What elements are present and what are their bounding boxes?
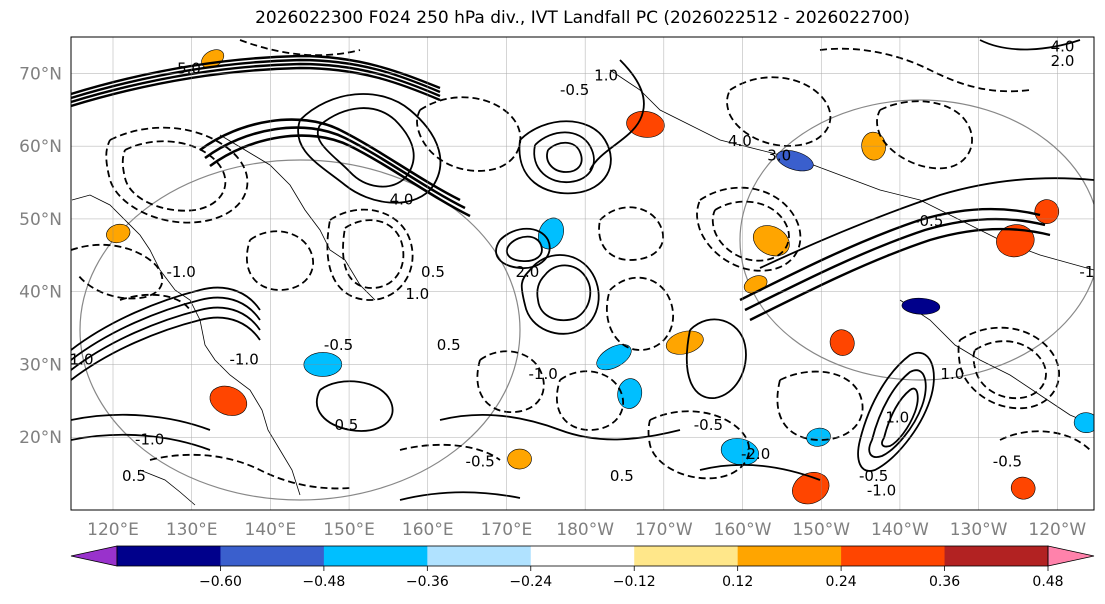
colorbar-tick-label: −0.48 [302, 574, 345, 590]
colorbar-tick-label: −0.24 [509, 574, 552, 590]
shaded-anomaly [829, 329, 855, 356]
shaded-anomaly [106, 223, 131, 244]
shaded-anomaly [1034, 199, 1060, 224]
lon-tick-label: 140°W [871, 520, 929, 540]
solid-contours [71, 39, 1094, 501]
divergence-shading [106, 49, 1094, 505]
contour-value-label: -0.5 [560, 81, 589, 99]
contour-value-label: 4.0 [1051, 38, 1075, 56]
lon-tick-label: 150°E [323, 520, 375, 540]
contour-value-label: 4.0 [728, 132, 752, 150]
colorbar-tick-label: 0.24 [826, 574, 857, 590]
contour-value-label: 0.5 [122, 467, 146, 485]
shaded-anomaly [596, 344, 632, 371]
colorbar-tick-label: −0.12 [613, 574, 656, 590]
lon-tick-label: 180°W [556, 520, 614, 540]
shaded-anomaly [1010, 476, 1036, 500]
colorbar-bin [117, 546, 221, 566]
lon-tick-label: 130°W [950, 520, 1008, 540]
contour-value-label: -0.5 [859, 467, 888, 485]
dashed-contours [71, 39, 1091, 490]
contour-value-label: -0.5 [694, 416, 723, 434]
contour-value-label: 2.0 [515, 263, 539, 281]
colorbar-extend-high [1047, 545, 1095, 567]
projection-rings [79, 99, 1094, 501]
lat-tick-label: 40°N [19, 283, 62, 303]
contour-value-label: -0.5 [324, 336, 353, 354]
longitude-labels: 120°E 130°E 140°E 150°E 160°E 170°E 180°W 170°W… [87, 520, 1086, 540]
colorbar: −0.60 −0.48 −0.36 −0.24 −0.12 0.12 0.24 0.36 0.4… [70, 545, 1095, 590]
colorbar-tick-label: 0.12 [722, 574, 753, 590]
shaded-anomaly [538, 217, 564, 250]
lat-tick-label: 20°N [19, 428, 62, 448]
colorbar-bin [841, 546, 946, 566]
lon-tick-label: 120°E [87, 520, 139, 540]
lon-tick-label: 150°W [792, 520, 850, 540]
contour-value-label: 0.5 [437, 336, 461, 354]
gridlines [71, 37, 1094, 510]
contour-value-label: 5.0 [177, 59, 201, 77]
lon-tick-label: 160°E [402, 520, 454, 540]
colorbar-extend-low [70, 545, 118, 567]
map-area: 5.0 4.0 4.0 3.0 1.0 -0.5 0.5 1.0 0.5 -0.5 2.0 0.5 -0… [64, 37, 1105, 510]
colorbar-tick-label: 0.36 [929, 574, 960, 590]
colorbar-bin [323, 546, 428, 566]
shaded-anomaly [752, 225, 790, 257]
lat-tick-label: 50°N [19, 210, 62, 230]
map-frame [70, 36, 1095, 511]
lon-tick-label: 170°W [635, 520, 693, 540]
contour-value-label: 3.0 [767, 147, 791, 165]
contour-value-label: -1.0 [229, 350, 258, 368]
lat-tick-label: 30°N [19, 355, 62, 375]
colorbar-tick-label: −0.60 [199, 574, 242, 590]
colorbar-bin [220, 546, 325, 566]
lat-tick-label: 60°N [19, 137, 62, 157]
contour-value-label: 1.0 [405, 285, 429, 303]
contour-value-label: -1.0 [867, 481, 896, 499]
shaded-anomaly [901, 297, 941, 315]
contour-value-label: 2.0 [1051, 52, 1075, 70]
contour-value-label: -1.0 [135, 431, 164, 449]
latitude-labels: 20°N 30°N 40°N 50°N 60°N 70°N [19, 64, 62, 448]
colorbar-bin [530, 546, 635, 566]
contour-value-label: -1.0 [167, 263, 196, 281]
lon-tick-label: 120°W [1028, 520, 1086, 540]
contour-value-label: -1.0 [64, 350, 93, 368]
contour-value-label: 1.0 [940, 365, 964, 383]
chart-title: 2026022300 F024 250 hPa div., IVT Landfa… [255, 8, 910, 28]
shaded-anomaly [626, 110, 665, 138]
lon-tick-label: 160°W [714, 520, 772, 540]
contour-value-label: -1.0 [1079, 263, 1105, 281]
shaded-anomaly [1073, 412, 1094, 433]
contour-value-label: -0.5 [914, 212, 943, 230]
contour-value-label: -0.5 [466, 452, 495, 470]
lat-tick-label: 70°N [19, 64, 62, 84]
colorbar-frame [116, 545, 1049, 567]
contour-value-label: 1.0 [885, 409, 909, 427]
lon-tick-label: 170°E [481, 520, 533, 540]
lon-tick-label: 130°E [166, 520, 218, 540]
colorbar-bin [427, 546, 532, 566]
colorbar-bin [944, 546, 1049, 566]
contour-value-label: 1.0 [594, 67, 618, 85]
lon-tick-label: 140°E [245, 520, 297, 540]
coastlines [71, 69, 1094, 506]
contour-value-label: 0.5 [334, 416, 358, 434]
contour-value-label: 0.5 [610, 467, 634, 485]
contour-value-label: 4.0 [390, 190, 414, 208]
shaded-anomaly [209, 385, 248, 416]
shaded-anomaly [776, 150, 814, 172]
colorbar-tick-label: 0.48 [1032, 574, 1063, 590]
contour-value-label: -0.5 [993, 452, 1022, 470]
shaded-anomaly [996, 224, 1035, 258]
colorbar-tick-label: −0.36 [406, 574, 449, 590]
shaded-anomaly [507, 448, 532, 470]
contour-value-label: 0.5 [421, 263, 445, 281]
contour-value-label: -2.0 [741, 445, 770, 463]
colorbar-bin [634, 546, 739, 566]
contour-labels: 5.0 4.0 4.0 3.0 1.0 -0.5 0.5 1.0 0.5 -0.5 2.0 0.5 -0… [64, 38, 1105, 500]
colorbar-bin [737, 546, 842, 566]
contour-value-label: -1.0 [529, 365, 558, 383]
